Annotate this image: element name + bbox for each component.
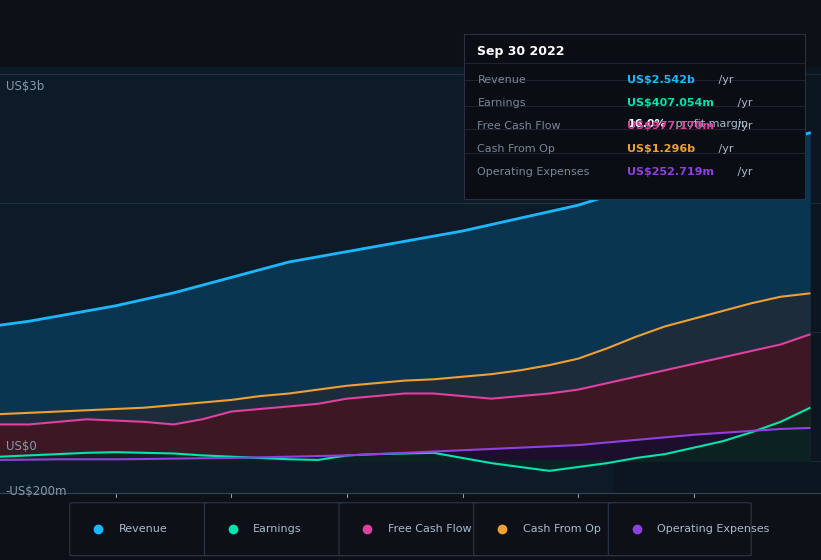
Text: Operating Expenses: Operating Expenses — [658, 524, 769, 534]
Text: US$1.296b: US$1.296b — [627, 144, 695, 154]
Text: /yr: /yr — [734, 121, 753, 131]
FancyBboxPatch shape — [70, 503, 213, 556]
Text: Free Cash Flow: Free Cash Flow — [478, 121, 561, 131]
Text: US$407.054m: US$407.054m — [627, 98, 714, 108]
Text: Free Cash Flow: Free Cash Flow — [388, 524, 471, 534]
Text: Earnings: Earnings — [254, 524, 302, 534]
Text: /yr: /yr — [734, 167, 753, 178]
Text: /yr: /yr — [715, 75, 733, 85]
Text: profit margin: profit margin — [672, 119, 748, 129]
Text: /yr: /yr — [715, 144, 733, 154]
Text: Earnings: Earnings — [478, 98, 526, 108]
Text: Revenue: Revenue — [119, 524, 167, 534]
FancyBboxPatch shape — [339, 503, 482, 556]
Text: /yr: /yr — [734, 98, 753, 108]
Text: US$2.542b: US$2.542b — [627, 75, 695, 85]
Text: Cash From Op: Cash From Op — [523, 524, 600, 534]
Text: Cash From Op: Cash From Op — [478, 144, 555, 154]
Text: US$0: US$0 — [6, 440, 36, 453]
Bar — [612, 67, 821, 493]
FancyBboxPatch shape — [204, 503, 347, 556]
Text: US$3b: US$3b — [6, 80, 44, 93]
Text: Sep 30 2022: Sep 30 2022 — [478, 45, 565, 58]
Text: Revenue: Revenue — [478, 75, 526, 85]
Text: -US$200m: -US$200m — [6, 485, 67, 498]
Text: Operating Expenses: Operating Expenses — [478, 167, 589, 178]
Text: US$252.719m: US$252.719m — [627, 167, 714, 178]
FancyBboxPatch shape — [474, 503, 617, 556]
FancyBboxPatch shape — [608, 503, 751, 556]
Text: US$977.170m: US$977.170m — [627, 121, 714, 131]
Text: 16.0%: 16.0% — [627, 119, 666, 129]
